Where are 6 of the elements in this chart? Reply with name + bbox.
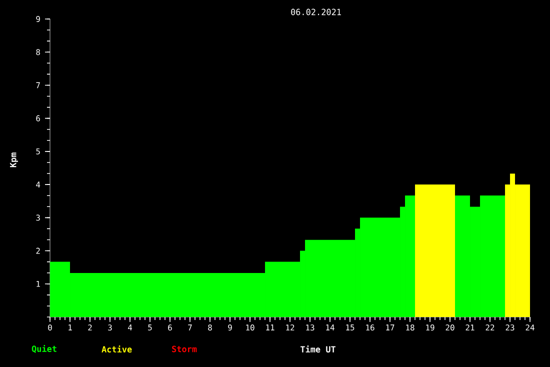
x-axis-title: Time UT bbox=[300, 345, 336, 353]
chart-title: 06.02.2021 bbox=[291, 8, 341, 16]
text: Active bbox=[102, 345, 132, 353]
text: Quiet bbox=[32, 344, 56, 354]
y-axis-title: Kpm bbox=[10, 152, 18, 168]
text: Storm bbox=[172, 346, 197, 352]
